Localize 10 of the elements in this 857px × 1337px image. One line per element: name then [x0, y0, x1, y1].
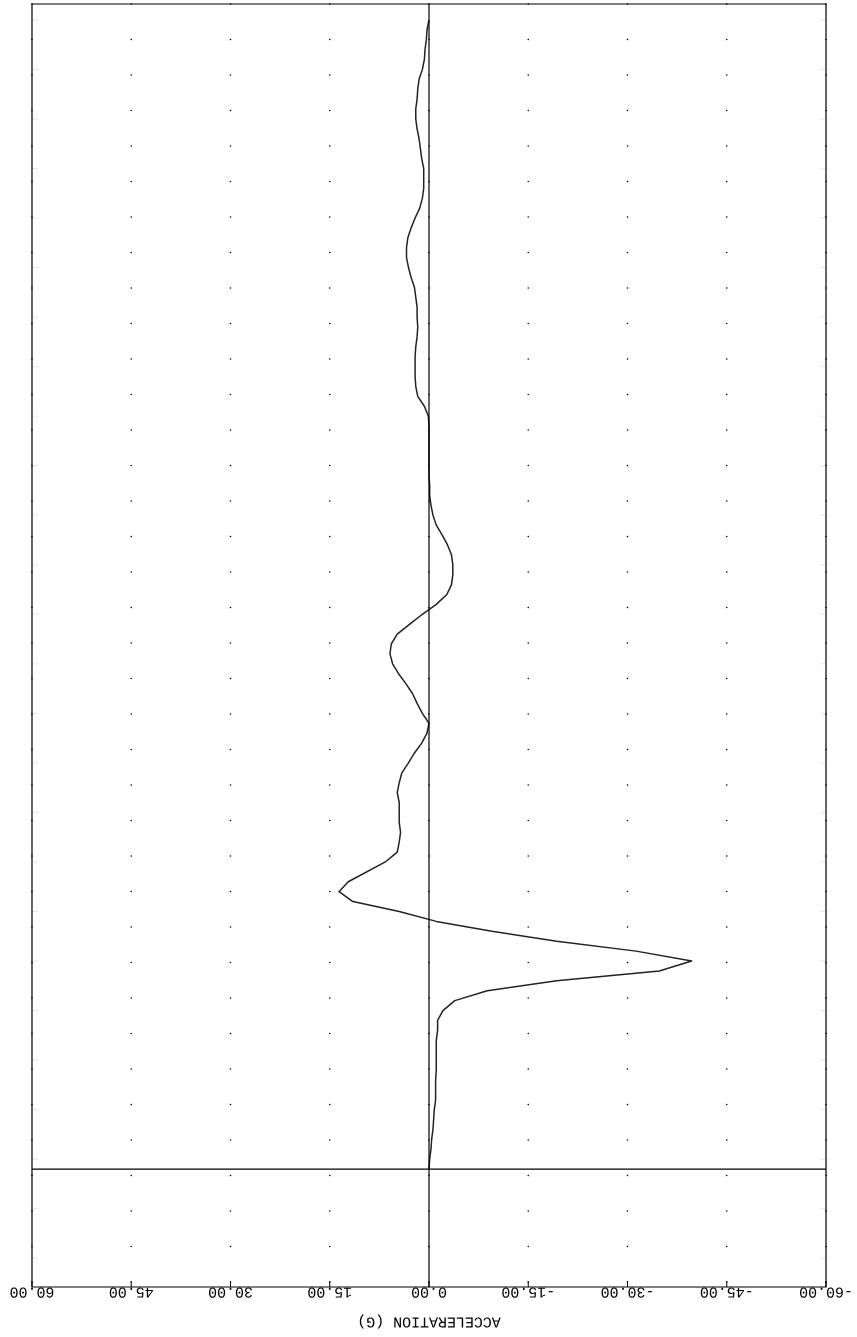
x-tick-label: -30.00	[601, 1287, 652, 1298]
x-tick-label: -45.00	[700, 1287, 752, 1298]
x-tick-label: 60.00	[10, 1287, 54, 1298]
x-tick-label: -60.00	[800, 1287, 851, 1298]
x-tick-label: 45.00	[109, 1287, 153, 1298]
x-tick-label: -15.00	[502, 1287, 553, 1298]
x-tick-label: 30.00	[209, 1287, 252, 1298]
x-tick-label: 0.00	[411, 1287, 447, 1298]
x-tick-label: 15.00	[308, 1287, 352, 1298]
x-axis-title: ACCELERATION (G)	[359, 1314, 501, 1329]
